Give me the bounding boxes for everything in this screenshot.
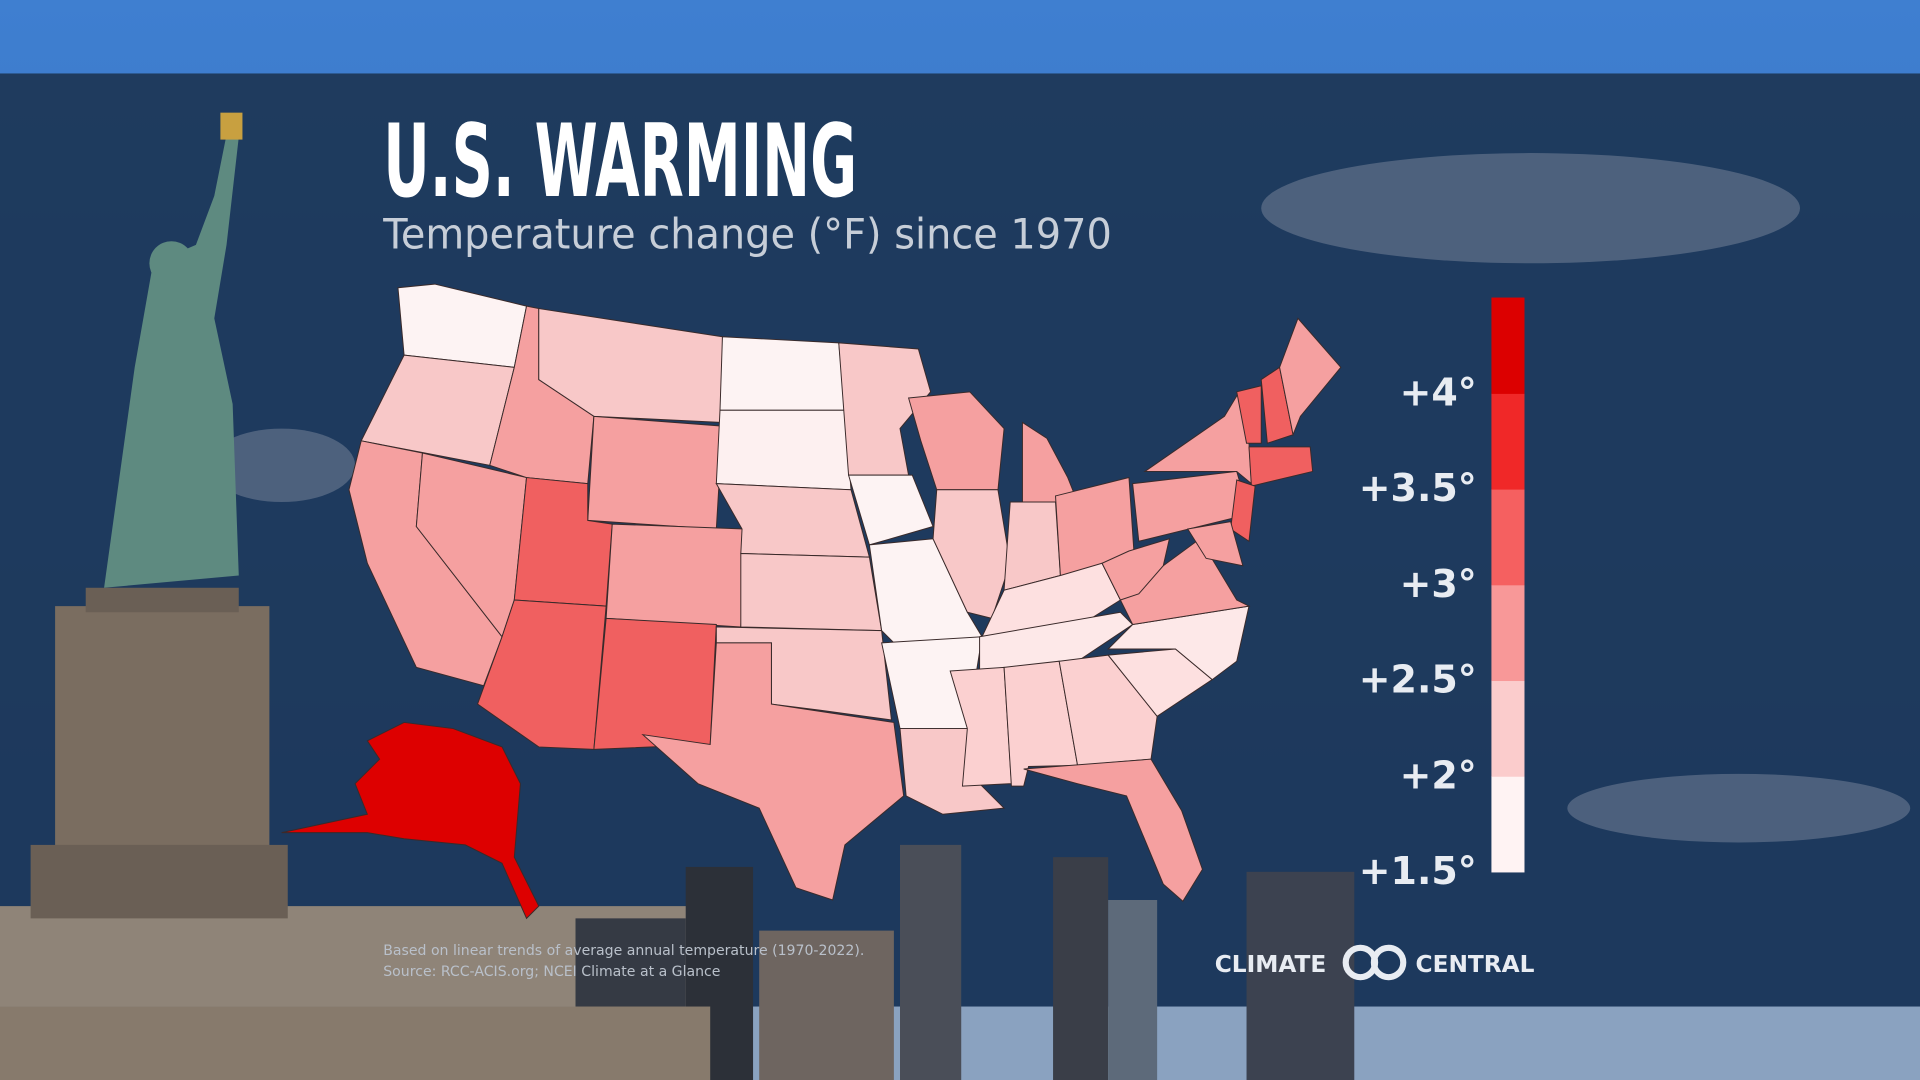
legend-swatch (1491, 584, 1525, 682)
statue (30, 112, 288, 919)
legend-swatch (1491, 297, 1525, 394)
title: U.S. WARMING (383, 103, 857, 220)
logo-right: CENTRAL (1416, 951, 1535, 978)
skyline (0, 844, 1920, 1080)
logo-ring (1370, 944, 1407, 981)
legend-swatch (1491, 776, 1525, 873)
us-map (281, 283, 1342, 920)
logo-left: CLIMATE (1215, 951, 1327, 978)
footnote-line: Source: RCC-ACIS.org; NCEI Climate at a … (383, 964, 720, 980)
legend-label: +3° (1400, 562, 1477, 606)
legend-label: +4° (1400, 371, 1477, 415)
legend-label: +2.5° (1359, 658, 1477, 702)
legend-label: +1.5° (1359, 849, 1477, 893)
legend-label: +2° (1400, 753, 1477, 797)
legend-swatch (1491, 488, 1525, 586)
legend-swatch (1491, 680, 1525, 777)
legend: +1.5° +2° +2.5° +3° +3.5° +4° (1359, 297, 1525, 893)
legend-label: +3.5° (1359, 466, 1477, 510)
footnote-line: Based on linear trends of average annual… (383, 943, 864, 959)
subtitle: Temperature change (°F) since 1970 (382, 210, 1112, 259)
legend-swatch (1491, 393, 1525, 490)
clouds (208, 153, 1911, 843)
logo: CLIMATE CENTRAL (1215, 944, 1535, 981)
